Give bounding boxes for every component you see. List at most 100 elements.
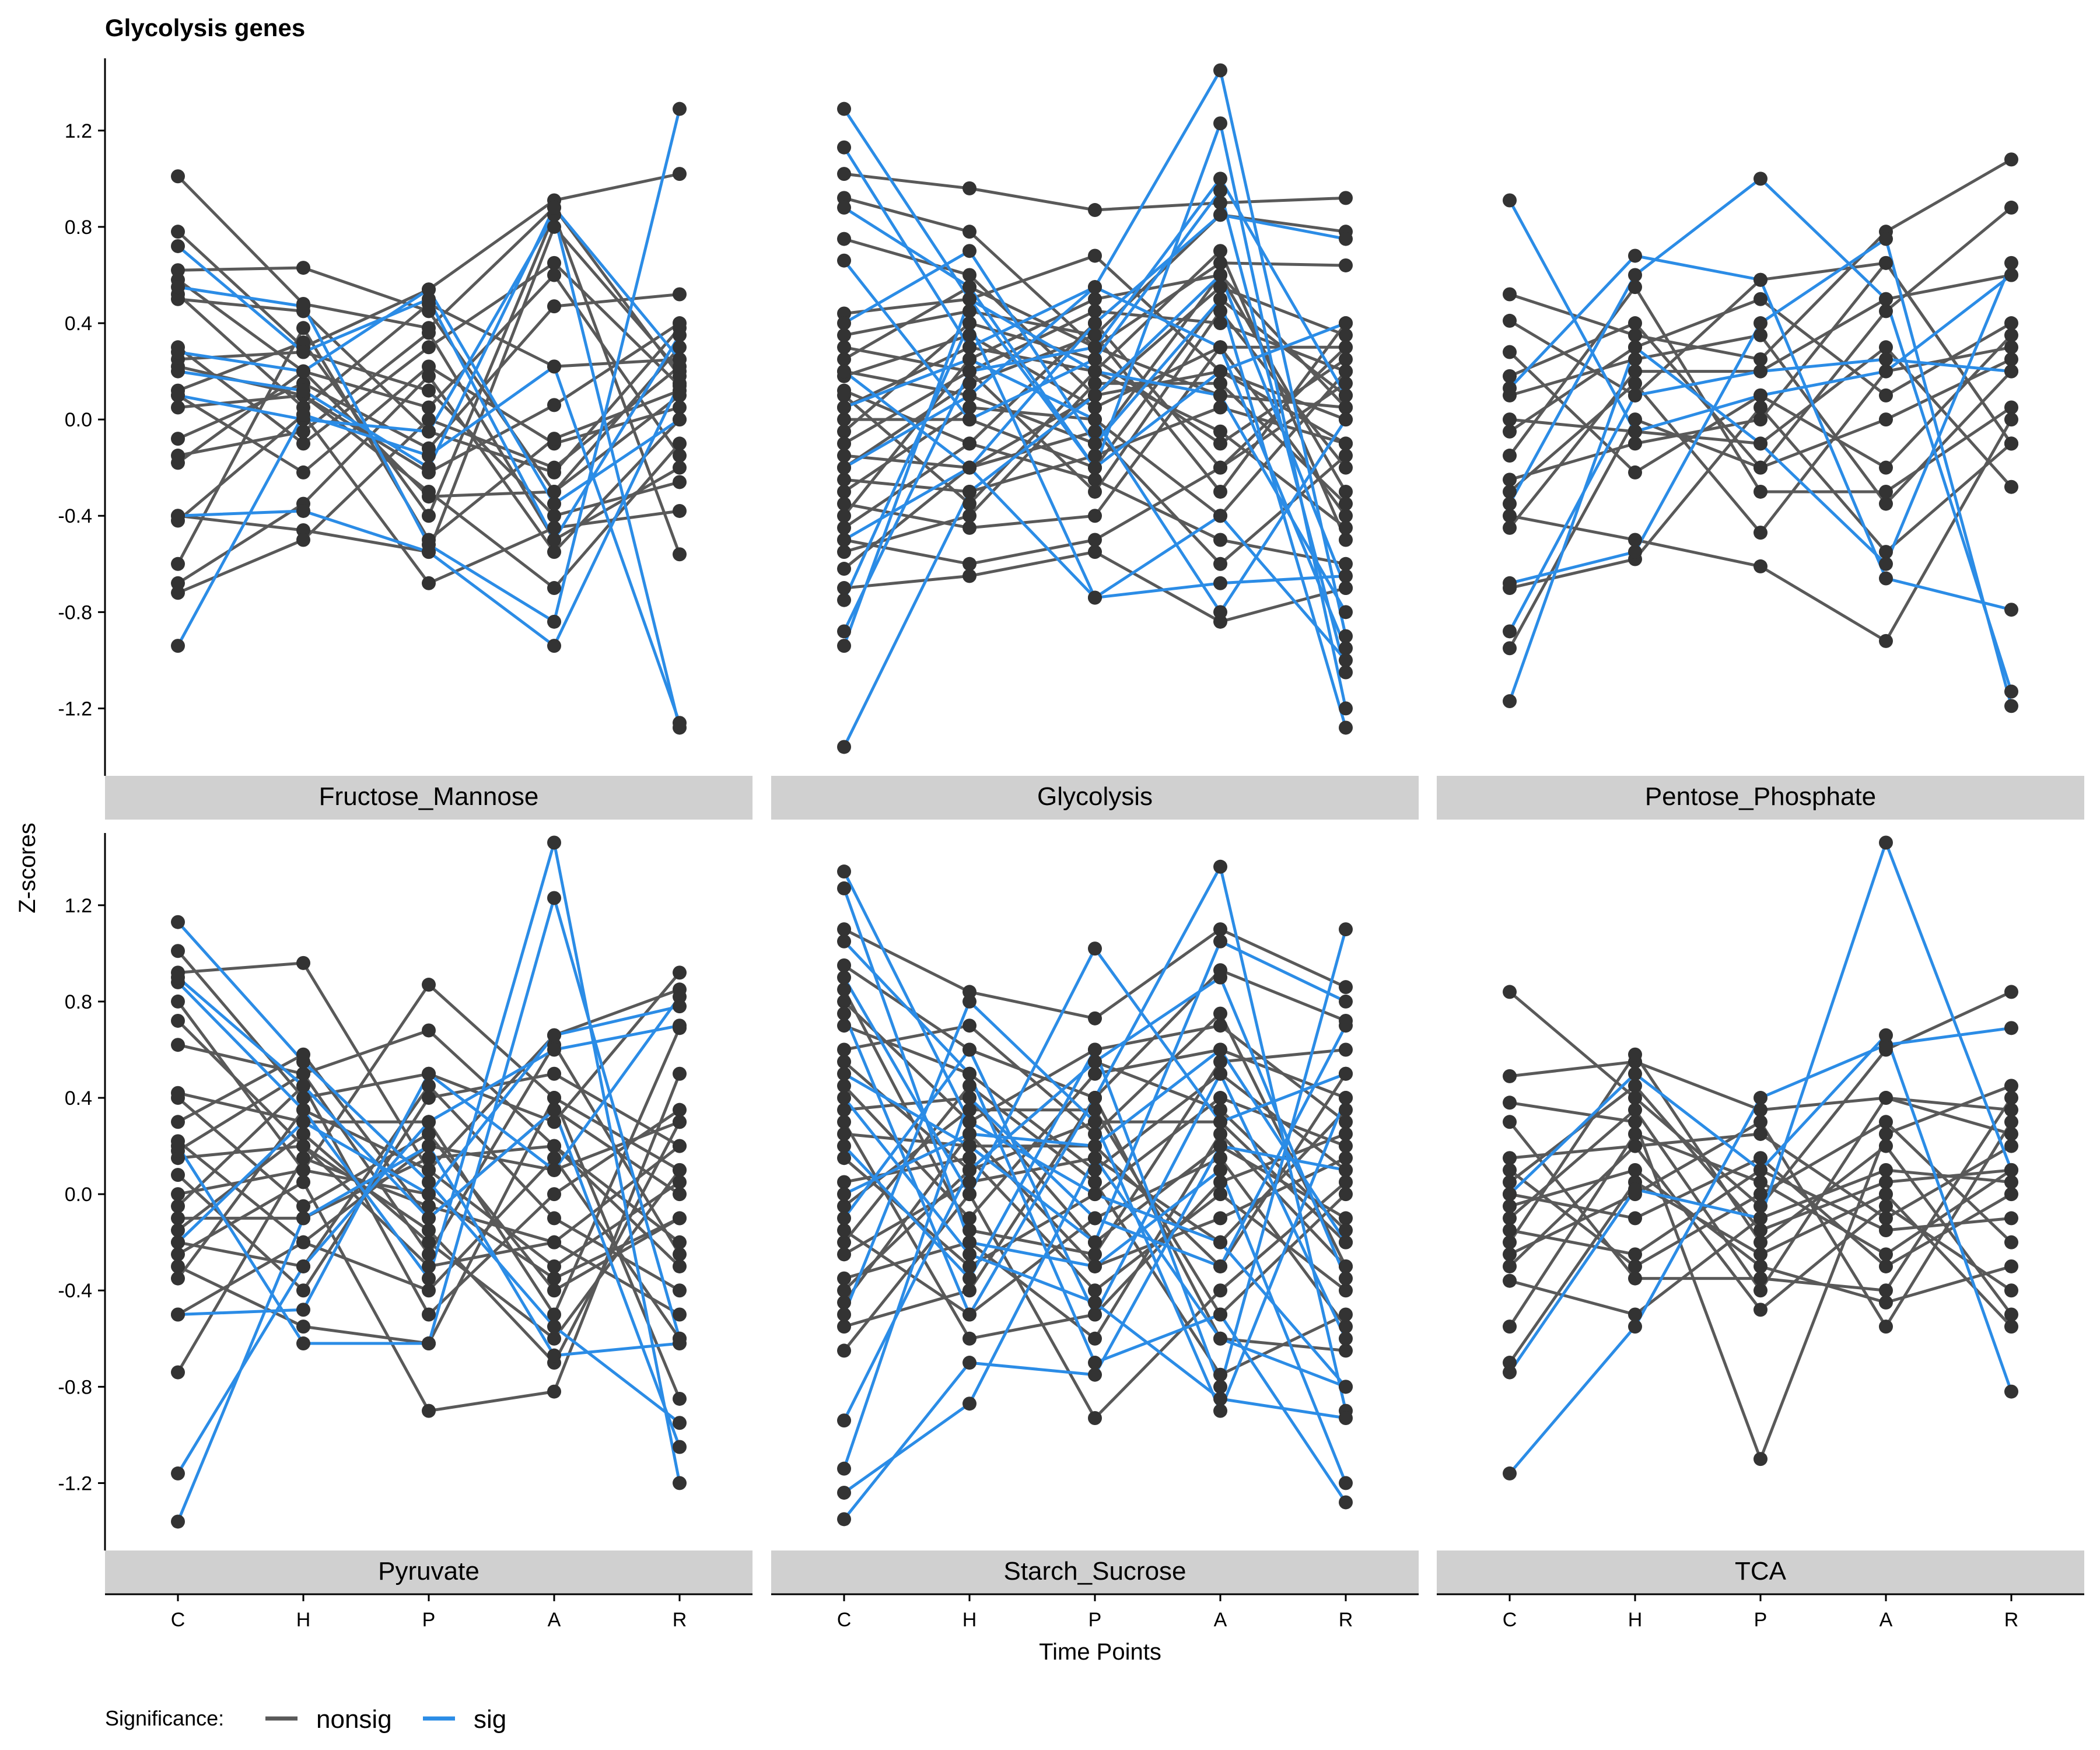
data-point (422, 326, 436, 340)
data-point (1213, 316, 1227, 331)
data-point (673, 1307, 687, 1322)
data-point (1503, 1235, 1517, 1250)
data-point (673, 400, 687, 415)
data-point (1503, 473, 1517, 487)
data-point (1879, 460, 1893, 475)
data-point (837, 200, 851, 215)
data-point (837, 562, 851, 576)
y-tick-label: -1.2 (58, 1472, 92, 1494)
data-point (1088, 388, 1102, 402)
data-point (1503, 1199, 1517, 1213)
data-point (673, 716, 687, 730)
data-point (1339, 1495, 1353, 1510)
facet-panel-tca: TCA C H P A R (1437, 835, 2084, 1631)
data-point (673, 1211, 687, 1226)
data-point (1754, 1091, 1768, 1105)
data-point (1213, 364, 1227, 379)
data-point (963, 1139, 977, 1153)
data-point (1879, 1038, 1893, 1052)
data-point (422, 1307, 436, 1322)
data-point (2004, 1079, 2018, 1093)
data-point (1879, 1175, 1893, 1189)
data-point (673, 449, 687, 463)
data-point (171, 263, 185, 278)
data-point (673, 1391, 687, 1406)
data-point (1213, 436, 1227, 451)
data-point (2004, 256, 2018, 270)
data-point (547, 1042, 561, 1057)
data-point (547, 1115, 561, 1129)
data-point (171, 1115, 185, 1129)
data-point (171, 1199, 185, 1213)
data-point (1088, 473, 1102, 487)
data-point (1503, 287, 1517, 302)
data-point (422, 545, 436, 559)
data-point (296, 465, 310, 480)
data-point (547, 1139, 561, 1153)
data-point (837, 253, 851, 268)
data-point (1339, 1271, 1353, 1286)
data-point (171, 915, 185, 929)
data-point (837, 306, 851, 321)
data-point (1339, 1283, 1353, 1298)
data-point (837, 1211, 851, 1226)
data-point (1628, 340, 1642, 355)
data-point (963, 460, 977, 475)
data-point (1503, 449, 1517, 463)
y-tick-label: 0.8 (65, 216, 92, 239)
data-point (837, 994, 851, 1009)
data-point (422, 1259, 436, 1273)
data-point (963, 280, 977, 295)
data-point (171, 280, 185, 295)
data-point (1628, 545, 1642, 559)
data-point (837, 740, 851, 754)
data-point (1213, 460, 1227, 475)
data-point (2004, 1187, 2018, 1202)
data-point (1213, 614, 1227, 629)
data-point (1339, 1211, 1353, 1226)
data-point (1879, 835, 1893, 850)
data-point (963, 1102, 977, 1117)
data-point (1879, 1259, 1893, 1273)
data-point (1879, 1115, 1893, 1129)
data-point (1754, 1199, 1768, 1213)
data-point (673, 1259, 687, 1273)
data-point (547, 614, 561, 629)
data-point (1879, 571, 1893, 586)
data-point (1503, 412, 1517, 427)
data-point (1879, 634, 1893, 648)
data-point (296, 335, 310, 350)
data-point (1213, 1307, 1227, 1322)
data-point (1503, 1069, 1517, 1083)
data-point (1339, 1066, 1353, 1081)
data-point (1879, 556, 1893, 571)
data-point (171, 1168, 185, 1182)
data-point (1879, 412, 1893, 427)
data-point (673, 547, 687, 562)
data-point (963, 388, 977, 402)
data-point (422, 1199, 436, 1213)
data-point (673, 1235, 687, 1250)
data-point (1213, 1151, 1227, 1166)
data-point (1339, 1307, 1353, 1322)
x-tick-label: R (1339, 1609, 1353, 1631)
data-point (296, 1115, 310, 1129)
data-point (837, 167, 851, 181)
data-point (422, 1163, 436, 1177)
data-point (1339, 1476, 1353, 1490)
data-point (296, 364, 310, 379)
data-point (547, 432, 561, 446)
data-point (171, 1365, 185, 1380)
data-point (1339, 980, 1353, 995)
data-point (837, 624, 851, 639)
data-point (1339, 340, 1353, 355)
data-point (1339, 653, 1353, 667)
data-point (1628, 1307, 1642, 1322)
data-point (171, 970, 185, 985)
data-point (963, 985, 977, 999)
data-point (837, 1295, 851, 1310)
data-point (1339, 994, 1353, 1009)
data-point (2004, 1259, 2018, 1273)
data-point (673, 352, 687, 366)
data-point (1088, 460, 1102, 475)
